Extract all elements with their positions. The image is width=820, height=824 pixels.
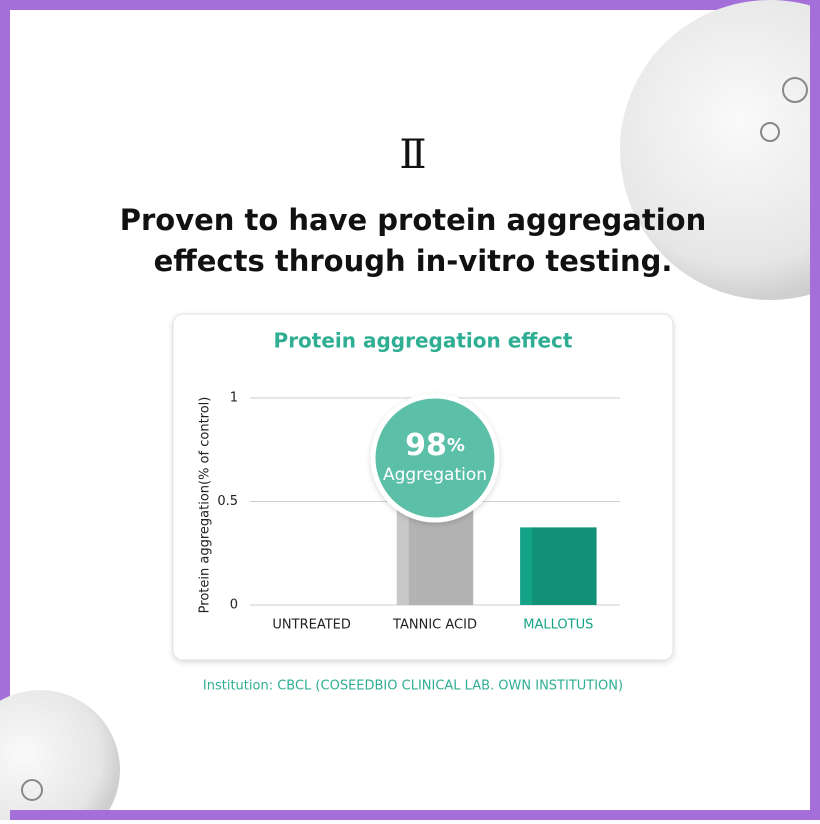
annotation-unit: % (447, 435, 465, 456)
bubble-decoration (0, 690, 120, 824)
x-tick-label: TANNIC ACID (392, 618, 477, 633)
chart-title: Protein aggregation effect (274, 329, 573, 353)
annotation-number: 98 (405, 428, 447, 463)
x-tick-label: UNTREATED (272, 618, 350, 633)
annotation-text: Aggregation (383, 465, 487, 485)
bar (520, 527, 597, 605)
section-numeral: Ⅱ (399, 132, 426, 178)
bubble-decoration (620, 0, 820, 300)
frame (810, 0, 820, 820)
frame (10, 810, 810, 820)
headline: effects through in-vitro testing. (154, 244, 673, 278)
y-tick-label: 0.5 (217, 494, 238, 509)
annotation-value: 98% (405, 428, 465, 463)
bubble-decoration (782, 77, 808, 103)
y-tick-label: 0 (230, 598, 238, 613)
x-tick-label: MALLOTUS (523, 618, 593, 633)
bar-shade (532, 527, 597, 605)
bubble-decoration (21, 779, 43, 801)
headline: Proven to have protein aggregation (120, 203, 707, 237)
bubble-decoration (760, 122, 780, 142)
footnote: Institution: CBCL (COSEEDBIO CLINICAL LA… (203, 679, 623, 694)
y-axis-label: Protein aggregation(% of control) (198, 397, 213, 614)
y-tick-label: 1 (230, 391, 238, 406)
annotation-badge (370, 393, 500, 523)
